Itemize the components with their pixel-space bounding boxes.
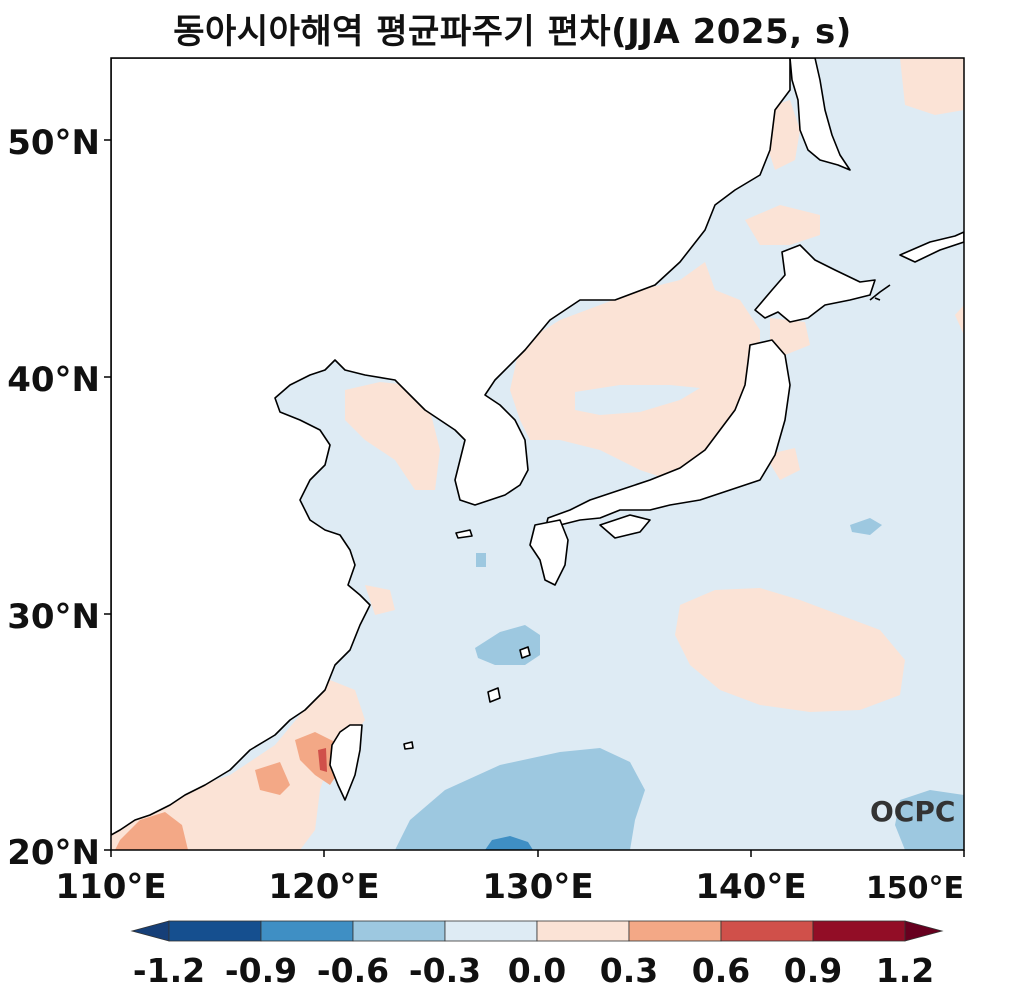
- lat-tick-50: 50°N: [7, 123, 100, 163]
- colorbar-extend-high: [904, 920, 944, 942]
- anomaly-neg-sea-of-japan-inner: [575, 385, 700, 415]
- colorbar-tick: 0.3: [600, 951, 658, 990]
- land-hokkaido: [754, 244, 876, 323]
- colorbar: [130, 920, 944, 942]
- lat-tick-30: 30°N: [7, 597, 100, 637]
- anomaly-neg-east-japan-small: [850, 518, 882, 535]
- lon-tick-130: 130°E: [482, 867, 593, 907]
- anomaly-pos-taiwan-strait-strong: [318, 748, 327, 772]
- colorbar-tick: 0.0: [508, 951, 566, 990]
- land-asian-mainland: [111, 58, 791, 836]
- land-honshu: [544, 339, 791, 531]
- map-title: 동아시아해역 평균파주기 편차(JJA 2025, s): [173, 12, 852, 52]
- lat-tick-40: 40°N: [7, 360, 100, 400]
- land-kuril-east: [899, 231, 964, 263]
- anomaly-pos-south-china-2: [115, 812, 188, 850]
- colorbar-bin-1: [168, 920, 262, 942]
- anomaly-pos-yellow-sea: [345, 382, 440, 490]
- anomaly-pos-okhotsk-ne: [900, 58, 964, 115]
- land-kamchatka-edge: [874, 297, 881, 301]
- anomaly-pos-pacific-east: [675, 588, 905, 712]
- anomaly-pos-east-china-coast: [365, 585, 395, 615]
- anomaly-pos-fujian-coast: [111, 680, 365, 850]
- land-jeju: [455, 529, 473, 539]
- anomaly-neg-east-china-sea-small: [476, 553, 486, 567]
- lat-tick-20: 20°N: [7, 833, 100, 873]
- land-ryukyu-2: [403, 741, 414, 750]
- colorbar-bin-4: [444, 920, 538, 942]
- land-sakhalin: [789, 58, 851, 171]
- land-okinawa: [519, 646, 531, 659]
- anomaly-pos-taiwan-strait: [295, 732, 340, 785]
- anomaly-pos-south-china-1: [255, 762, 290, 795]
- anomaly-pos-sea-of-japan: [510, 262, 760, 480]
- colorbar-tick: 0.9: [784, 951, 842, 990]
- colorbar-bin-8: [812, 920, 906, 942]
- colorbar-bin-7: [720, 920, 814, 942]
- colorbar-tick: -0.9: [225, 951, 297, 990]
- colorbar-tick: -1.2: [133, 951, 205, 990]
- land-kuril-chain: [869, 284, 891, 301]
- lon-tick-150: 150°E: [866, 871, 964, 906]
- ocpc-watermark-logo: OCPC: [870, 795, 956, 828]
- colorbar-bin-6: [628, 920, 722, 942]
- land-shikoku: [599, 514, 651, 539]
- anomaly-pos-tatar: [745, 205, 820, 245]
- land-ryukyu-1: [487, 687, 501, 703]
- colorbar-bin-3: [352, 920, 446, 942]
- land-layer: [111, 58, 964, 836]
- colorbar-extend-low: [130, 920, 170, 942]
- anomaly-neg-philippine-sea: [395, 748, 645, 850]
- lat-axis: 50°N 40°N 30°N 20°N: [7, 123, 111, 873]
- colorbar-tick: 0.6: [692, 951, 750, 990]
- lon-axis: 110°E 120°E 130°E 140°E 150°E: [55, 850, 965, 907]
- colorbar-bin-5: [536, 920, 630, 942]
- colorbar-tick: -0.6: [317, 951, 389, 990]
- lon-tick-140: 140°E: [695, 867, 806, 907]
- anomaly-neg-pacific-se: [895, 790, 964, 850]
- anomaly-neg-philippine-sea-strong: [485, 836, 533, 850]
- colorbar-tick: 1.2: [876, 951, 934, 990]
- lon-tick-120: 120°E: [268, 867, 379, 907]
- lon-tick-110: 110°E: [55, 867, 166, 907]
- anomaly-pos-kuril-east: [955, 305, 964, 335]
- colorbar-tick: -0.3: [409, 951, 481, 990]
- land-taiwan: [329, 724, 363, 801]
- colorbar-ticks: -1.2 -0.9 -0.6 -0.3 0.0 0.3 0.6 0.9 1.2: [133, 951, 934, 990]
- land-kyushu: [529, 519, 569, 586]
- colorbar-bin-2: [260, 920, 354, 942]
- anomaly-pos-east-tohoku: [770, 318, 810, 355]
